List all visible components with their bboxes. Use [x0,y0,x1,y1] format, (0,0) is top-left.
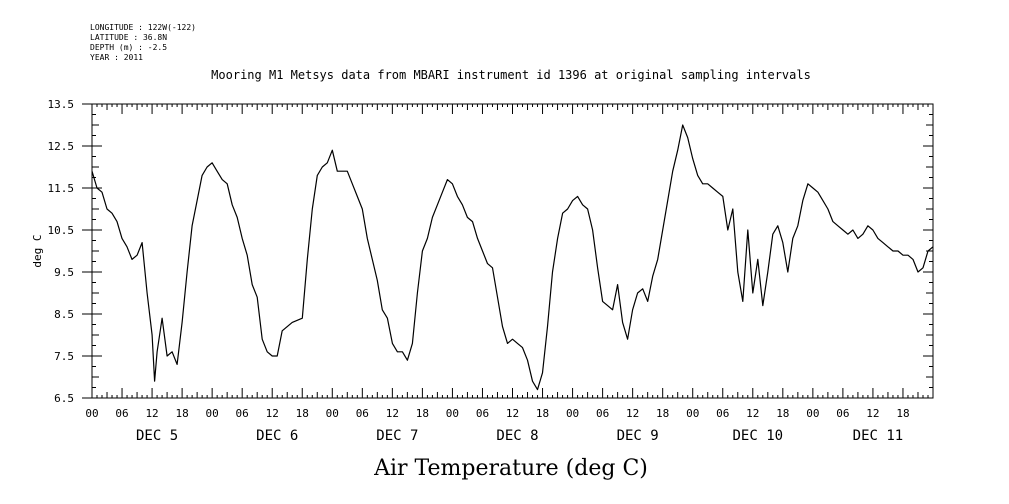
x-hour-label: 18 [776,407,789,420]
x-hour-label: 18 [896,407,909,420]
x-hour-label: 00 [566,407,579,420]
series-line [91,124,934,391]
x-hour-label: 00 [85,407,98,420]
x-hour-label: 12 [506,407,519,420]
y-tick-label: 13.5 [48,98,75,111]
y-tick-label: 6.5 [54,392,74,405]
x-hour-label: 18 [656,407,669,420]
x-hour-label: 00 [446,407,459,420]
x-hour-label: 18 [416,407,429,420]
x-day-label: DEC 9 [617,428,659,444]
x-hour-label: 00 [206,407,219,420]
y-tick-label: 12.5 [48,140,75,153]
x-hour-label: 06 [716,407,729,420]
y-tick-label: 7.5 [54,350,74,363]
y-tick-label: 9.5 [54,266,74,279]
x-hour-label: 00 [806,407,819,420]
y-tick-label: 11.5 [48,182,75,195]
longitude-text: LONGITUDE : 122W(-122) [90,23,196,32]
x-hour-label: 12 [266,407,279,420]
x-axis: 00 06 12 18 00 06 12 18 00 06 12 18 00 06 12 18 00 06 12 18… [85,104,934,444]
x-hour-label: 18 [296,407,309,420]
chart-title: Mooring M1 Metsys data from MBARI instru… [211,68,811,82]
y-tick-label: 8.5 [54,308,74,321]
plot-frame [91,103,934,399]
x-day-label: DEC 7 [376,428,418,444]
x-hour-label: 12 [626,407,639,420]
x-hour-label: 00 [326,407,339,420]
y-axis: 13.5 12.5 11.5 10.5 9.5 8.5 7.5 6.5 [48,98,933,405]
x-hour-label: 12 [746,407,759,420]
x-hour-label: 06 [236,407,249,420]
x-hour-label: 12 [866,407,879,420]
year-text: YEAR : 2011 [90,53,143,62]
x-hour-label: 18 [536,407,549,420]
x-day-label: DEC 11 [853,428,904,444]
depth-text: DEPTH (m) : -2.5 [90,43,167,52]
x-hour-label: 06 [476,407,489,420]
x-day-label: DEC 8 [496,428,538,444]
x-hour-label: 18 [175,407,188,420]
x-day-label: DEC 5 [136,428,178,444]
x-day-label: DEC 6 [256,428,298,444]
latitude-text: LATITUDE : 36.8N [90,33,167,42]
x-hour-label: 06 [596,407,609,420]
x-hour-label: 00 [686,407,699,420]
x-hour-label: 06 [115,407,128,420]
x-hour-label: 12 [386,407,399,420]
y-axis-label: deg C [31,234,44,267]
x-hour-label: 06 [836,407,849,420]
series-group [91,124,934,391]
x-hour-label: 06 [356,407,369,420]
y-tick-label: 10.5 [48,224,75,237]
x-day-label: DEC 10 [733,428,784,444]
x-hour-label: 12 [145,407,158,420]
x-axis-label: Air Temperature (deg C) [373,456,648,481]
